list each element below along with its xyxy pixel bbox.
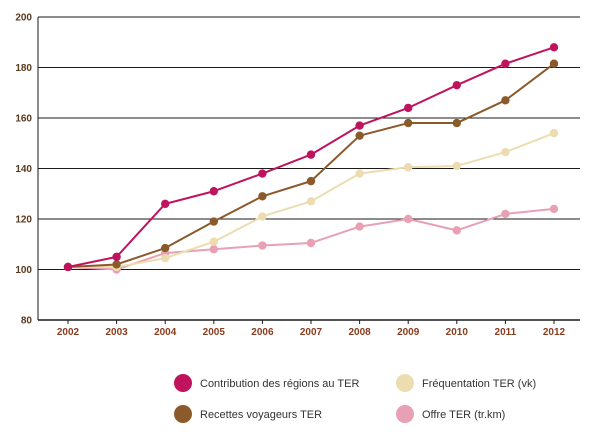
x-tick-label: 2007 — [300, 327, 323, 338]
x-tick-label: 2008 — [348, 327, 371, 338]
legend-marker — [174, 405, 192, 423]
data-point — [452, 161, 461, 171]
series — [63, 43, 559, 274]
legend-marker — [396, 405, 414, 423]
y-tick-label: 80 — [21, 316, 33, 327]
data-point — [209, 237, 218, 246]
data-point — [501, 209, 510, 219]
data-point — [501, 59, 510, 68]
data-point — [258, 169, 267, 178]
y-tick-label: 120 — [15, 215, 32, 226]
legend-marker — [174, 374, 192, 392]
y-tick-label: 200 — [15, 13, 32, 24]
legend-marker — [396, 374, 414, 392]
legend-label: Recettes voyageurs TER — [200, 409, 322, 421]
legend-label: Contribution des régions au TER — [200, 378, 359, 390]
data-point — [452, 80, 461, 90]
legend-label: Fréquentation TER (vk) — [422, 378, 536, 390]
x-tick-label: 2009 — [397, 327, 420, 338]
y-tick-label: 100 — [15, 265, 32, 276]
data-point — [209, 217, 218, 226]
data-point — [258, 241, 267, 250]
data-point — [501, 147, 510, 157]
y-tick-label: 160 — [15, 114, 32, 125]
data-point — [306, 176, 316, 186]
data-point — [306, 238, 316, 248]
data-point — [404, 214, 413, 224]
data-point — [209, 187, 218, 196]
legend-entry: Fréquentation TER (vk) — [396, 374, 536, 392]
data-point — [549, 59, 559, 68]
data-point — [452, 226, 461, 235]
data-point — [501, 96, 510, 105]
grid — [38, 16, 580, 270]
data-point — [63, 262, 73, 272]
legend-entry: Recettes voyageurs TER — [174, 405, 322, 423]
x-tick-label: 2012 — [543, 327, 566, 338]
data-point — [161, 199, 170, 209]
x-tick-label: 2010 — [446, 327, 469, 338]
x-tick-label: 2003 — [105, 327, 128, 338]
data-point — [355, 222, 364, 231]
data-point — [209, 245, 218, 254]
data-point — [404, 163, 413, 172]
x-tick-label: 2002 — [57, 327, 80, 338]
data-point — [161, 243, 170, 253]
legend: Contribution des régions au TER Recettes … — [174, 374, 536, 423]
data-point — [452, 118, 461, 128]
data-point — [161, 253, 170, 263]
x-tick-label: 2006 — [251, 327, 274, 338]
series-2 — [63, 128, 559, 272]
data-point — [112, 260, 121, 269]
data-point — [404, 103, 413, 113]
data-point — [549, 128, 559, 138]
x-tick-label: 2004 — [154, 327, 177, 338]
data-point — [258, 192, 267, 201]
data-point — [306, 150, 316, 159]
legend-label: Offre TER (tr.km) — [422, 409, 505, 421]
data-point — [549, 204, 559, 214]
data-point — [549, 43, 559, 52]
data-point — [355, 169, 364, 178]
y-tick-label: 180 — [15, 63, 32, 74]
legend-entry: Contribution des régions au TER — [174, 374, 359, 392]
data-point — [112, 252, 121, 262]
data-point — [404, 118, 413, 128]
y-tick-label: 140 — [15, 164, 32, 175]
data-point — [355, 121, 364, 130]
data-point — [306, 197, 316, 206]
data-point — [355, 131, 364, 140]
x-tick-label: 2011 — [495, 327, 517, 338]
axes: 80 100 120 140 160 180 200 2002 2003 2004 2005 2006… — [15, 13, 580, 338]
x-tick-label: 2005 — [203, 327, 226, 338]
legend-entry: Offre TER (tr.km) — [396, 405, 505, 423]
data-point — [258, 212, 267, 221]
series-0 — [63, 43, 559, 272]
series-line — [67, 62, 555, 268]
